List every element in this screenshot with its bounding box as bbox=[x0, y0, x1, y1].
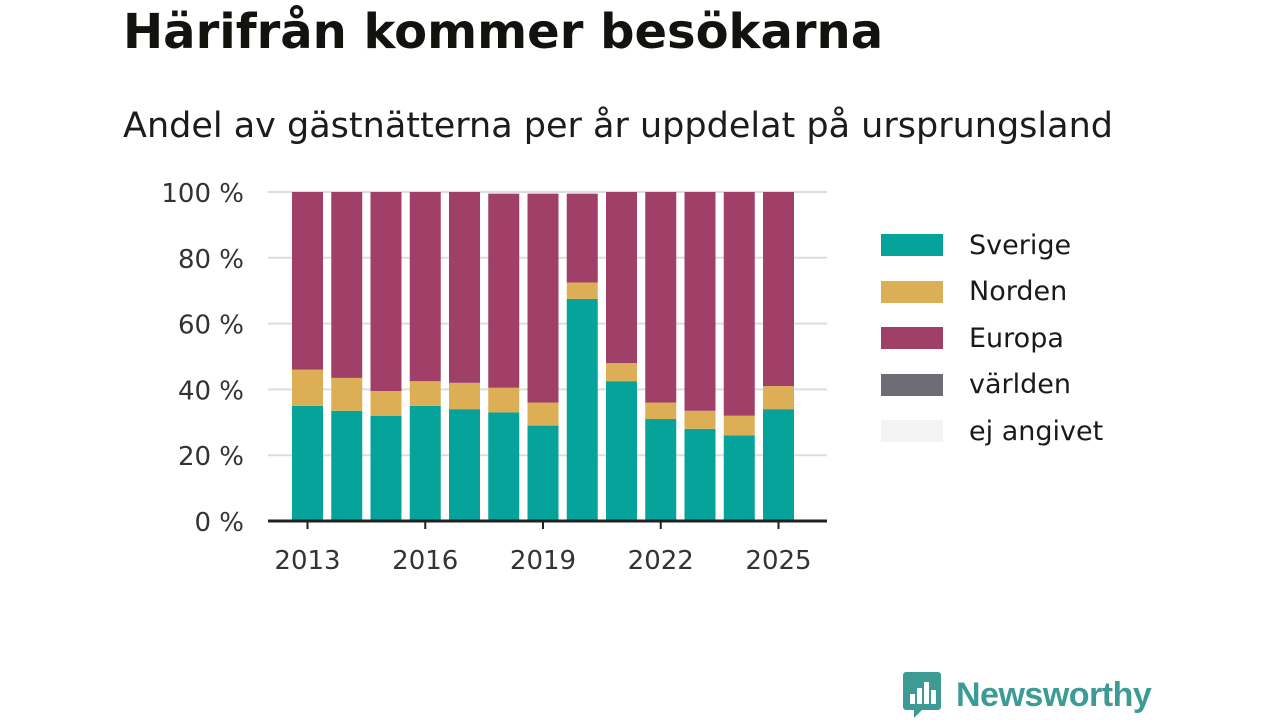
bar-segment-Europa-2020 bbox=[566, 193, 598, 283]
brand-logo: Newsworthy bbox=[902, 670, 1152, 720]
bar-segment-Norden-2016 bbox=[409, 381, 441, 406]
legend-swatch bbox=[881, 280, 943, 303]
legend-label: Sverige bbox=[969, 229, 1072, 261]
legend-label: Europa bbox=[969, 322, 1064, 354]
x-tick-label: 2016 bbox=[392, 546, 458, 576]
x-tick-label: 2019 bbox=[510, 546, 576, 576]
chart-title: Härifrån kommer besökarna bbox=[123, 4, 884, 60]
x-tick-label: 2022 bbox=[628, 546, 694, 576]
bar-segment-Sverige-2022 bbox=[645, 419, 677, 521]
legend-label: världen bbox=[969, 369, 1071, 401]
bar-segment-Europa-2014 bbox=[331, 192, 363, 378]
bar-segment-Europa-2023 bbox=[684, 192, 716, 411]
chart-legend: Sverige Norden Europa världen ej angivet bbox=[881, 222, 1103, 455]
bar-segment-Norden-2015 bbox=[370, 391, 402, 416]
bar-segment-Norden-2020 bbox=[566, 282, 598, 299]
bar-segment-Norden-2017 bbox=[449, 382, 480, 410]
y-tick-label: 20 % bbox=[178, 442, 244, 472]
bar-segment-Norden-2019 bbox=[527, 402, 559, 426]
bar-segment-Europa-2024 bbox=[723, 192, 755, 416]
y-tick-label: 0 % bbox=[194, 508, 244, 538]
bar-segment-Sverige-2021 bbox=[606, 381, 637, 521]
bar-segment-Europa-2013 bbox=[292, 192, 323, 370]
x-tick-label: 2025 bbox=[745, 546, 811, 576]
bar-segment-Norden-2022 bbox=[645, 402, 677, 420]
bar-segment-Sverige-2020 bbox=[566, 298, 598, 521]
legend-swatch bbox=[881, 373, 943, 396]
bar-segment-Sverige-2019 bbox=[527, 425, 559, 521]
bar-segment-Sverige-2017 bbox=[449, 409, 480, 521]
legend-swatch bbox=[881, 420, 943, 443]
bar-segment-Norden-2025 bbox=[763, 386, 794, 410]
bar-segment-Europa-2017 bbox=[449, 192, 480, 383]
legend-label: Norden bbox=[969, 276, 1068, 308]
bar-segment-Sverige-2016 bbox=[409, 405, 441, 521]
brand-name: Newsworthy bbox=[956, 675, 1152, 714]
legend-item: Norden bbox=[881, 269, 1103, 316]
bar-segment-Europa-2015 bbox=[370, 192, 402, 392]
bar-segment-Norden-2023 bbox=[684, 410, 716, 429]
legend-item: ej angivet bbox=[881, 408, 1103, 455]
bar-segment-Sverige-2023 bbox=[684, 428, 716, 521]
bar-segment-Europa-2022 bbox=[645, 192, 677, 403]
bar-segment-Norden-2018 bbox=[488, 387, 520, 413]
legend-item: Europa bbox=[881, 315, 1103, 362]
bar-segment-Sverige-2024 bbox=[723, 435, 755, 521]
bar-segment-Norden-2014 bbox=[331, 377, 363, 411]
chart-subtitle: Andel av gästnätterna per år uppdelat på… bbox=[123, 106, 1113, 146]
bar-segment-Norden-2013 bbox=[292, 369, 323, 406]
bar-chart-speech-bubble-icon bbox=[903, 672, 941, 718]
bar-segment-Sverige-2025 bbox=[763, 409, 794, 521]
bar-segment-Europa-2019 bbox=[527, 193, 559, 403]
bar-segment-Europa-2018 bbox=[488, 193, 520, 388]
bar-segment-Norden-2024 bbox=[723, 415, 755, 436]
y-tick-label: 80 % bbox=[178, 245, 244, 275]
y-tick-label: 60 % bbox=[178, 311, 244, 341]
legend-label: ej angivet bbox=[969, 415, 1104, 447]
bar-segment-Sverige-2015 bbox=[370, 415, 402, 521]
bar-segment-Europa-2016 bbox=[409, 192, 441, 382]
legend-item: Sverige bbox=[881, 222, 1103, 269]
bar-segment-Norden-2021 bbox=[606, 363, 637, 382]
bar-segment-Sverige-2013 bbox=[292, 405, 323, 521]
bar-segment-Europa-2025 bbox=[763, 192, 794, 387]
bar-segment-Europa-2021 bbox=[606, 192, 637, 364]
bar-segment-Sverige-2018 bbox=[488, 412, 520, 521]
legend-swatch bbox=[881, 327, 943, 350]
y-tick-label: 40 % bbox=[178, 376, 244, 406]
x-tick-label: 2013 bbox=[274, 546, 340, 576]
legend-item: världen bbox=[881, 362, 1103, 409]
legend-swatch bbox=[881, 234, 943, 257]
bar-segment-Sverige-2014 bbox=[331, 410, 363, 521]
y-tick-label: 100 % bbox=[161, 179, 244, 209]
